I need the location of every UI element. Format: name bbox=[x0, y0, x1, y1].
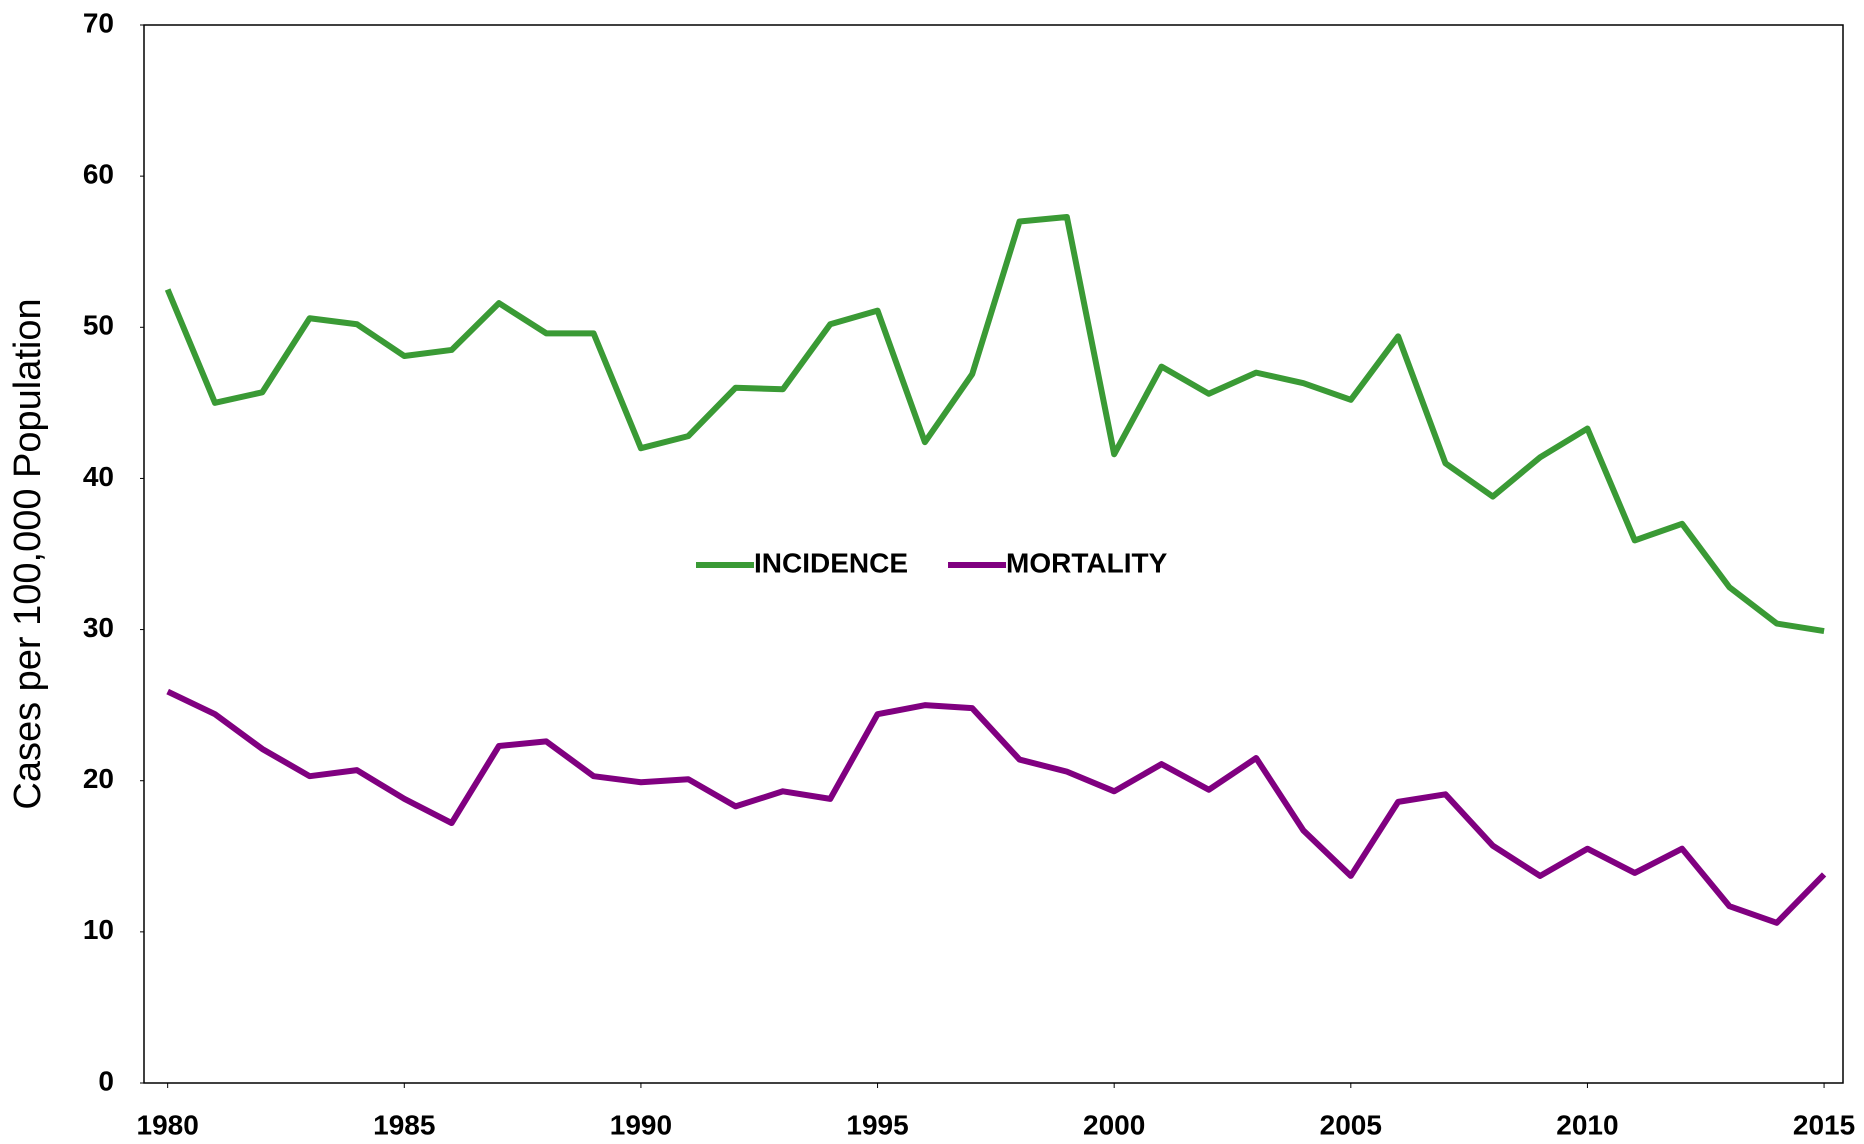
x-tick-label: 1980 bbox=[137, 1109, 199, 1140]
y-tick-label: 30 bbox=[83, 612, 114, 643]
x-tick-label: 1985 bbox=[373, 1109, 435, 1140]
line-series bbox=[164, 213, 1825, 635]
legend-label: INCIDENCE bbox=[754, 547, 908, 578]
x-tick-label: 2000 bbox=[1083, 1109, 1145, 1140]
y-tick-label: 0 bbox=[98, 1065, 114, 1096]
legend-label: MORTALITY bbox=[1006, 547, 1168, 578]
y-tick-label: 50 bbox=[83, 310, 114, 341]
y-tick-label: 70 bbox=[83, 7, 114, 38]
line-series bbox=[166, 688, 1827, 926]
y-tick-label: 20 bbox=[83, 763, 114, 794]
y-tick-label: 60 bbox=[83, 159, 114, 190]
y-tick-label: 10 bbox=[83, 914, 114, 945]
y-axis-label: Cases per 100,000 Population bbox=[7, 298, 49, 809]
plot-frame bbox=[143, 24, 1844, 1084]
y-tick-label: 40 bbox=[83, 461, 114, 492]
x-tick-label: 2010 bbox=[1556, 1109, 1618, 1140]
x-tick-label: 2005 bbox=[1320, 1109, 1382, 1140]
x-tick-label: 1990 bbox=[610, 1109, 672, 1140]
x-tick-label: 2015 bbox=[1793, 1109, 1855, 1140]
x-tick-label: 1995 bbox=[846, 1109, 908, 1140]
